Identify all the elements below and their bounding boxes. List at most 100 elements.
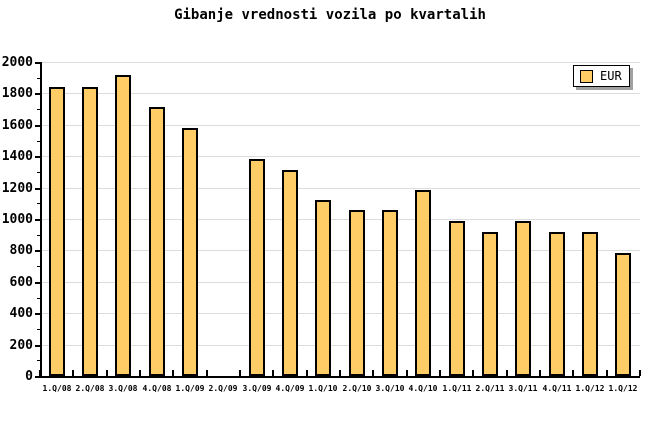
y-minor-tick [37, 78, 40, 79]
x-tick [639, 370, 641, 376]
y-minor-tick [37, 109, 40, 110]
x-tick [339, 370, 341, 376]
y-tick-label: 1200 [1, 181, 33, 196]
x-tick-label: 3.Q/10 [375, 384, 405, 393]
bar [182, 128, 198, 376]
y-tick-label: 0 [25, 369, 33, 384]
y-major-tick [35, 62, 40, 64]
bar [415, 190, 431, 376]
x-tick [539, 370, 541, 376]
x-tick-label: 2.Q/09 [208, 384, 238, 393]
x-tick [39, 370, 41, 376]
x-tick [372, 370, 374, 376]
y-major-tick [35, 156, 40, 158]
y-minor-tick [37, 203, 40, 204]
x-tick-label: 1.Q/09 [175, 384, 205, 393]
bar [549, 232, 565, 376]
x-tick [472, 370, 474, 376]
x-tick-label: 4.Q/10 [408, 384, 438, 393]
bar [249, 159, 265, 376]
y-minor-tick [37, 235, 40, 236]
x-tick [172, 370, 174, 376]
y-tick-label: 1600 [1, 118, 33, 133]
x-tick [106, 370, 108, 376]
y-tick-label: 800 [9, 243, 33, 258]
bar [282, 170, 298, 376]
x-tick-label: 2.Q/11 [475, 384, 505, 393]
y-axis [40, 62, 42, 378]
x-tick [306, 370, 308, 376]
y-major-tick [35, 219, 40, 221]
y-minor-tick [37, 266, 40, 267]
x-tick-label: 4.Q/08 [142, 384, 172, 393]
x-tick-label: 1.Q/08 [42, 384, 72, 393]
legend: EUR [573, 65, 630, 87]
gridline [41, 345, 640, 346]
x-tick [206, 370, 208, 376]
bar [515, 221, 531, 376]
y-tick-label: 1400 [1, 149, 33, 164]
bar [615, 253, 631, 376]
legend-label: EUR [600, 69, 622, 83]
x-tick [572, 370, 574, 376]
x-tick [506, 370, 508, 376]
x-tick-label: 2.Q/08 [75, 384, 105, 393]
x-tick [606, 370, 608, 376]
x-tick [72, 370, 74, 376]
y-minor-tick [37, 298, 40, 299]
y-major-tick [35, 250, 40, 252]
y-major-tick [35, 345, 40, 347]
x-tick [139, 370, 141, 376]
bar [349, 210, 365, 376]
bar [82, 87, 98, 376]
legend-swatch [580, 69, 593, 83]
x-tick-label: 1.Q/12 [575, 384, 605, 393]
bar [115, 75, 131, 376]
x-tick-label: 1.Q/12 [608, 384, 638, 393]
bar [482, 232, 498, 376]
bar [315, 200, 331, 376]
bar [149, 107, 165, 376]
x-tick [239, 370, 241, 376]
y-tick-label: 600 [9, 275, 33, 290]
x-tick-label: 3.Q/09 [242, 384, 272, 393]
y-major-tick [35, 282, 40, 284]
gridline [41, 125, 640, 126]
x-tick-label: 1.Q/11 [442, 384, 472, 393]
x-tick-label: 4.Q/11 [542, 384, 572, 393]
x-tick-label: 1.Q/10 [308, 384, 338, 393]
bar [382, 210, 398, 376]
y-major-tick [35, 125, 40, 127]
y-major-tick [35, 376, 40, 378]
y-major-tick [35, 188, 40, 190]
gridline [41, 93, 640, 94]
y-tick-label: 2000 [1, 55, 33, 70]
y-minor-tick [37, 360, 40, 361]
x-tick-label: 3.Q/08 [108, 384, 138, 393]
chart-title: Gibanje vrednosti vozila po kvartalih [174, 7, 486, 23]
bar [582, 232, 598, 376]
x-tick-label: 2.Q/10 [342, 384, 372, 393]
y-tick-label: 200 [9, 338, 33, 353]
x-tick-label: 4.Q/09 [275, 384, 305, 393]
gridline [41, 219, 640, 220]
gridline [41, 188, 640, 189]
gridline [41, 250, 640, 251]
gridline [41, 282, 640, 283]
x-axis [40, 376, 640, 378]
y-minor-tick [37, 141, 40, 142]
y-major-tick [35, 93, 40, 95]
y-minor-tick [37, 172, 40, 173]
x-tick [272, 370, 274, 376]
y-minor-tick [37, 329, 40, 330]
x-tick-label: 3.Q/11 [508, 384, 538, 393]
gridline [41, 156, 640, 157]
y-tick-label: 1000 [1, 212, 33, 227]
bar [49, 87, 65, 376]
x-tick [439, 370, 441, 376]
y-major-tick [35, 313, 40, 315]
gridline [41, 313, 640, 314]
bar [449, 221, 465, 376]
y-tick-label: 1800 [1, 86, 33, 101]
